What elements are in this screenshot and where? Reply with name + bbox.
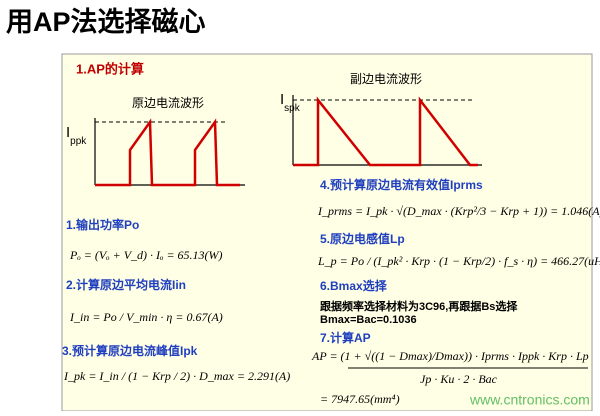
waveform-label: Ispk bbox=[280, 91, 301, 114]
section-heading: 4.预计算原边电流有效值Iprms bbox=[320, 177, 483, 192]
formula: I_prms = I_pk · √(D_max · (Krp²/3 − Krp … bbox=[317, 204, 600, 218]
section-heading: 1.输出功率Po bbox=[66, 217, 139, 232]
formula: = 7947.65(mm⁴) bbox=[320, 392, 400, 406]
panel bbox=[61, 53, 593, 412]
formula: Jp · Ku · 2 · Bac bbox=[420, 372, 498, 386]
panel-heading: 1.AP的计算 bbox=[76, 61, 144, 76]
waveform-title: 原边电流波形 bbox=[132, 96, 204, 110]
note: Bmax=Bac=0.1036 bbox=[320, 314, 417, 326]
section-heading: 7.计算AP bbox=[320, 330, 371, 345]
formula: I_pk = I_in / (1 − Krp / 2) · D_max = 2.… bbox=[63, 369, 290, 383]
formula: Pₒ = (Vₒ + V_d) · Iₒ = 65.13(W) bbox=[69, 248, 223, 262]
title: 用AP法选择磁心 bbox=[6, 7, 206, 37]
section-heading: 3.预计算原边电流峰值Ipk bbox=[62, 343, 198, 358]
secondary-waveform bbox=[292, 95, 482, 167]
watermark: www.cntronics.com bbox=[469, 392, 590, 408]
primary-waveform bbox=[94, 118, 245, 187]
formula: I_in = Po / V_min · η = 0.67(A) bbox=[69, 310, 223, 324]
section-heading: 2.计算原边平均电流Iin bbox=[66, 277, 186, 292]
section-heading: 5.原边电感值Lp bbox=[320, 231, 405, 246]
waveform-label: Ippk bbox=[66, 124, 87, 147]
section-heading: 6.Bmax选择 bbox=[320, 278, 388, 293]
formula: L_p = Po / (I_pk² · Krp · (1 − Krp/2) · … bbox=[317, 254, 600, 268]
formula: AP = (1 + √((1 − Dmax)/Dmax)) · Iprms · … bbox=[311, 349, 589, 363]
waveform-title: 副边电流波形 bbox=[350, 72, 422, 86]
note: 跟据频率选择材料为3C96,再跟据Bs选择 bbox=[320, 299, 518, 313]
